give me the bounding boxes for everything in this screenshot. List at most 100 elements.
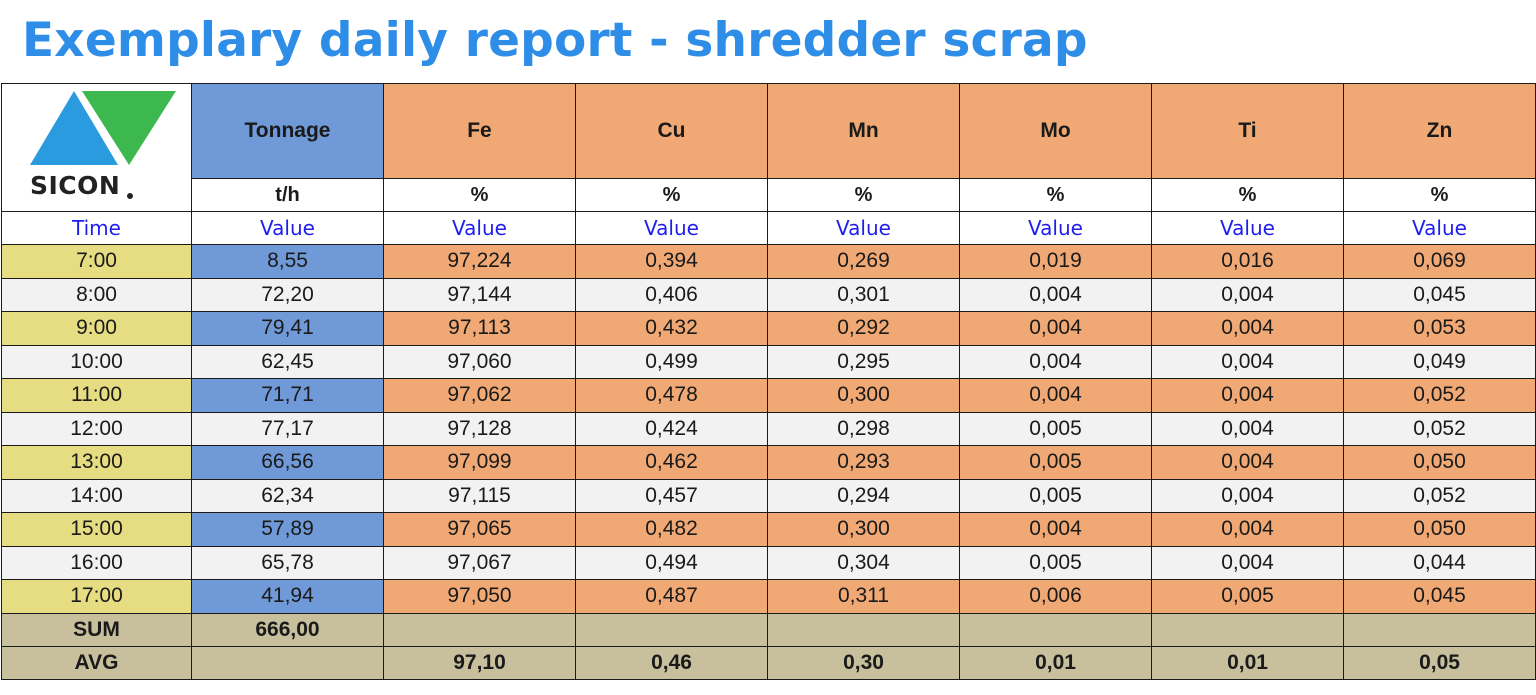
- cu-cell: 0,494: [575, 545, 768, 580]
- mn-cell: 0,300: [767, 378, 960, 413]
- zn-cell: 0,049: [1343, 344, 1536, 379]
- mo-cell: 0,004: [959, 277, 1152, 312]
- zn-cell: 0,044: [1343, 545, 1536, 580]
- avg-cu: 0,46: [575, 645, 768, 680]
- time-cell: 16:00: [1, 545, 192, 580]
- time-cell: 15:00: [1, 512, 192, 547]
- zn-cell: 0,053: [1343, 311, 1536, 346]
- avg-label: AVG: [1, 645, 192, 680]
- sum-row: SUM 666,00: [1, 612, 1536, 647]
- tonnage-cell: 79,41: [191, 311, 384, 346]
- ti-cell: 0,004: [1151, 478, 1344, 513]
- ti-cell: 0,004: [1151, 378, 1344, 413]
- ti-cell: 0,004: [1151, 445, 1344, 480]
- time-cell: 17:00: [1, 579, 192, 614]
- mo-cell: 0,006: [959, 579, 1152, 614]
- tonnage-cell: 77,17: [191, 411, 384, 446]
- ti-cell: 0,004: [1151, 411, 1344, 446]
- header-fe: Fe: [383, 83, 576, 179]
- cu-cell: 0,406: [575, 277, 768, 312]
- tonnage-cell: 62,34: [191, 478, 384, 513]
- fe-cell: 97,115: [383, 478, 576, 513]
- unit-row: t/h % % % % % %: [2, 178, 1536, 212]
- value-header: Value: [1343, 211, 1536, 245]
- avg-mn: 0,30: [767, 645, 960, 680]
- report-table: SICON Tonnage Fe Cu Mn Mo Ti Zn t/h % % …: [1, 83, 1536, 680]
- fe-cell: 97,060: [383, 344, 576, 379]
- mn-cell: 0,298: [767, 411, 960, 446]
- sum-fe: [383, 612, 576, 647]
- zn-cell: 0,052: [1343, 411, 1536, 446]
- ti-cell: 0,004: [1151, 277, 1344, 312]
- mn-cell: 0,304: [767, 545, 960, 580]
- sum-label: SUM: [1, 612, 192, 647]
- ti-cell: 0,004: [1151, 512, 1344, 547]
- table-row: 10:00 62,45 97,060 0,499 0,295 0,004 0,004 0,04…: [1, 344, 1536, 379]
- zn-cell: 0,052: [1343, 478, 1536, 513]
- table-row: 9:00 79,41 97,113 0,432 0,292 0,004 0,004 0,053: [1, 311, 1536, 346]
- logo-dot: [127, 192, 133, 199]
- avg-fe: 97,10: [383, 645, 576, 680]
- header-zn: Zn: [1343, 83, 1536, 179]
- mo-cell: 0,005: [959, 411, 1152, 446]
- table-row: 7:00 8,55 97,224 0,394 0,269 0,019 0,016 0,069: [1, 244, 1536, 279]
- sum-mo: [959, 612, 1152, 647]
- page-title: Exemplary daily report - shredder scrap: [22, 13, 1088, 68]
- mn-cell: 0,295: [767, 344, 960, 379]
- ti-cell: 0,004: [1151, 344, 1344, 379]
- tonnage-cell: 72,20: [191, 277, 384, 312]
- cu-cell: 0,424: [575, 411, 768, 446]
- unit-tonnage: t/h: [191, 178, 384, 212]
- header-cu: Cu: [575, 83, 768, 179]
- header-row: SICON Tonnage Fe Cu Mn Mo Ti Zn: [1, 83, 1536, 212]
- table-row: 16:00 65,78 97,067 0,494 0,304 0,005 0,004 0,04…: [1, 545, 1536, 580]
- value-header-row: Time Value Value Value Value Value Value…: [1, 211, 1536, 245]
- cu-cell: 0,457: [575, 478, 768, 513]
- sum-zn: [1343, 612, 1536, 647]
- unit-zn: %: [1343, 178, 1536, 212]
- table-row: 12:00 77,17 97,128 0,424 0,298 0,005 0,004 0,05…: [1, 411, 1536, 446]
- avg-tonnage: [191, 645, 384, 680]
- zn-cell: 0,050: [1343, 445, 1536, 480]
- tonnage-cell: 65,78: [191, 545, 384, 580]
- mo-cell: 0,019: [959, 244, 1152, 279]
- time-header: Time: [1, 211, 192, 245]
- value-header: Value: [383, 211, 576, 245]
- avg-row: AVG 97,10 0,46 0,30 0,01 0,01 0,05: [1, 645, 1536, 680]
- mo-cell: 0,004: [959, 344, 1152, 379]
- logo-text: SICON: [30, 170, 121, 200]
- fe-cell: 97,099: [383, 445, 576, 480]
- fe-cell: 97,067: [383, 545, 576, 580]
- header-ti: Ti: [1151, 83, 1344, 179]
- cu-cell: 0,482: [575, 512, 768, 547]
- cu-cell: 0,487: [575, 579, 768, 614]
- time-cell: 9:00: [1, 311, 192, 346]
- fe-cell: 97,050: [383, 579, 576, 614]
- ti-cell: 0,005: [1151, 579, 1344, 614]
- time-cell: 11:00: [1, 378, 192, 413]
- mo-cell: 0,005: [959, 478, 1152, 513]
- mo-cell: 0,005: [959, 445, 1152, 480]
- mo-cell: 0,004: [959, 378, 1152, 413]
- mo-cell: 0,004: [959, 311, 1152, 346]
- mn-cell: 0,294: [767, 478, 960, 513]
- ti-cell: 0,016: [1151, 244, 1344, 279]
- zn-cell: 0,050: [1343, 512, 1536, 547]
- unit-ti: %: [1151, 178, 1344, 212]
- sum-ti: [1151, 612, 1344, 647]
- ti-cell: 0,004: [1151, 311, 1344, 346]
- table-row: 14:00 62,34 97,115 0,457 0,294 0,005 0,004 0,05…: [1, 478, 1536, 513]
- time-cell: 14:00: [1, 478, 192, 513]
- fe-cell: 97,128: [383, 411, 576, 446]
- cu-cell: 0,478: [575, 378, 768, 413]
- avg-mo: 0,01: [959, 645, 1152, 680]
- unit-fe: %: [383, 178, 576, 212]
- tonnage-cell: 71,71: [191, 378, 384, 413]
- fe-cell: 97,144: [383, 277, 576, 312]
- avg-zn: 0,05: [1343, 645, 1536, 680]
- logo: SICON: [1, 83, 192, 212]
- zn-cell: 0,045: [1343, 579, 1536, 614]
- header-mo: Mo: [959, 83, 1152, 179]
- time-cell: 7:00: [1, 244, 192, 279]
- mn-cell: 0,293: [767, 445, 960, 480]
